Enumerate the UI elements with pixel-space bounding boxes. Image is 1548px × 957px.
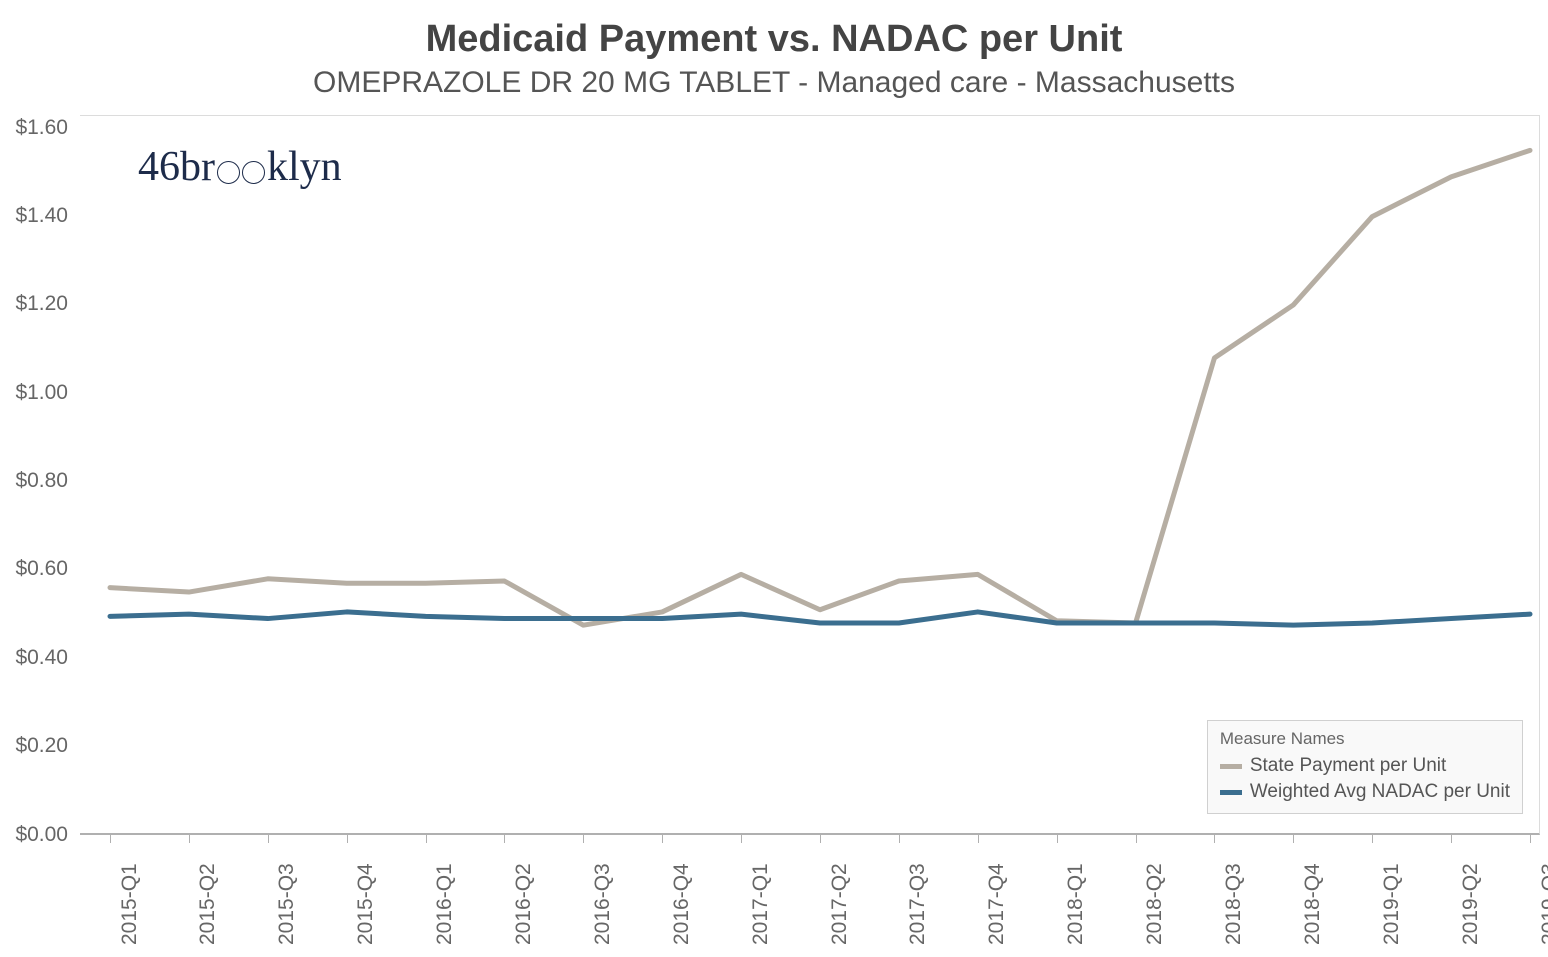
legend-label: Weighted Avg NADAC per Unit (1250, 781, 1510, 803)
x-axis-tick-label: 2017-Q3 (906, 863, 930, 945)
x-axis-tick-mark (426, 835, 427, 843)
x-axis-tick-mark (1530, 835, 1531, 843)
legend-title: Measure Names (1220, 729, 1510, 749)
x-axis-tick-mark (662, 835, 663, 843)
x-axis-tick-label: 2016-Q2 (512, 863, 536, 945)
x-axis-tick-mark (978, 835, 979, 843)
x-axis-tick-label: 2019-Q1 (1380, 863, 1404, 945)
x-axis-tick-mark (820, 835, 821, 843)
legend-swatch (1220, 790, 1242, 795)
legend-swatch (1220, 764, 1242, 769)
x-axis-tick-label: 2015-Q4 (354, 863, 378, 945)
x-axis-tick-label: 2015-Q3 (275, 863, 299, 945)
x-axis-tick-mark (1451, 835, 1452, 843)
y-axis-tick-label: $1.20 (0, 292, 68, 316)
x-axis-tick-label: 2015-Q1 (118, 863, 142, 945)
x-axis-tick-mark (347, 835, 348, 843)
x-axis-tick-label: 2017-Q4 (985, 863, 1009, 945)
x-axis-tick-mark (741, 835, 742, 843)
legend: Measure Names State Payment per Unit Wei… (1207, 720, 1523, 814)
x-axis-tick-label: 2018-Q1 (1064, 863, 1088, 945)
x-axis-tick-mark (1214, 835, 1215, 843)
x-axis-tick-label: 2017-Q2 (828, 863, 852, 945)
x-axis-tick-mark (899, 835, 900, 843)
y-axis-tick-label: $0.00 (0, 823, 68, 847)
x-axis-tick-label: 2019-Q2 (1459, 863, 1483, 945)
x-axis-tick-label: 2018-Q4 (1301, 863, 1325, 945)
x-axis-tick-label: 2015-Q2 (196, 863, 220, 945)
y-axis-tick-label: $0.20 (0, 734, 68, 758)
y-axis-tick-label: $0.40 (0, 646, 68, 670)
chart-container: Medicaid Payment vs. NADAC per Unit OMEP… (0, 0, 1548, 957)
x-axis-tick-label: 2018-Q3 (1222, 863, 1246, 945)
y-axis-tick-label: $1.60 (0, 116, 68, 140)
x-axis-tick-mark (189, 835, 190, 843)
x-axis-tick-mark (1136, 835, 1137, 843)
x-axis-tick-mark (268, 835, 269, 843)
x-axis-tick-mark (110, 835, 111, 843)
x-axis-tick-mark (1372, 835, 1373, 843)
x-axis-tick-label: 2016-Q4 (670, 863, 694, 945)
x-axis-tick-label: 2017-Q1 (749, 863, 773, 945)
x-axis-tick-mark (1057, 835, 1058, 843)
x-axis-tick-label: 2016-Q1 (433, 863, 457, 945)
x-axis-tick-mark (1293, 835, 1294, 843)
legend-label: State Payment per Unit (1250, 755, 1446, 777)
legend-item: Weighted Avg NADAC per Unit (1220, 781, 1510, 803)
series-line (110, 612, 1530, 625)
y-axis-tick-label: $0.80 (0, 469, 68, 493)
x-axis-tick-label: 2019-Q3 (1538, 863, 1548, 945)
x-axis-tick-mark (583, 835, 584, 843)
series-line (110, 150, 1530, 625)
x-axis-tick-label: 2016-Q3 (591, 863, 615, 945)
y-axis-tick-label: $1.00 (0, 381, 68, 405)
legend-item: State Payment per Unit (1220, 755, 1510, 777)
x-axis-tick-mark (504, 835, 505, 843)
y-axis-tick-label: $0.60 (0, 557, 68, 581)
x-axis-tick-label: 2018-Q2 (1143, 863, 1167, 945)
y-axis-tick-label: $1.40 (0, 204, 68, 228)
